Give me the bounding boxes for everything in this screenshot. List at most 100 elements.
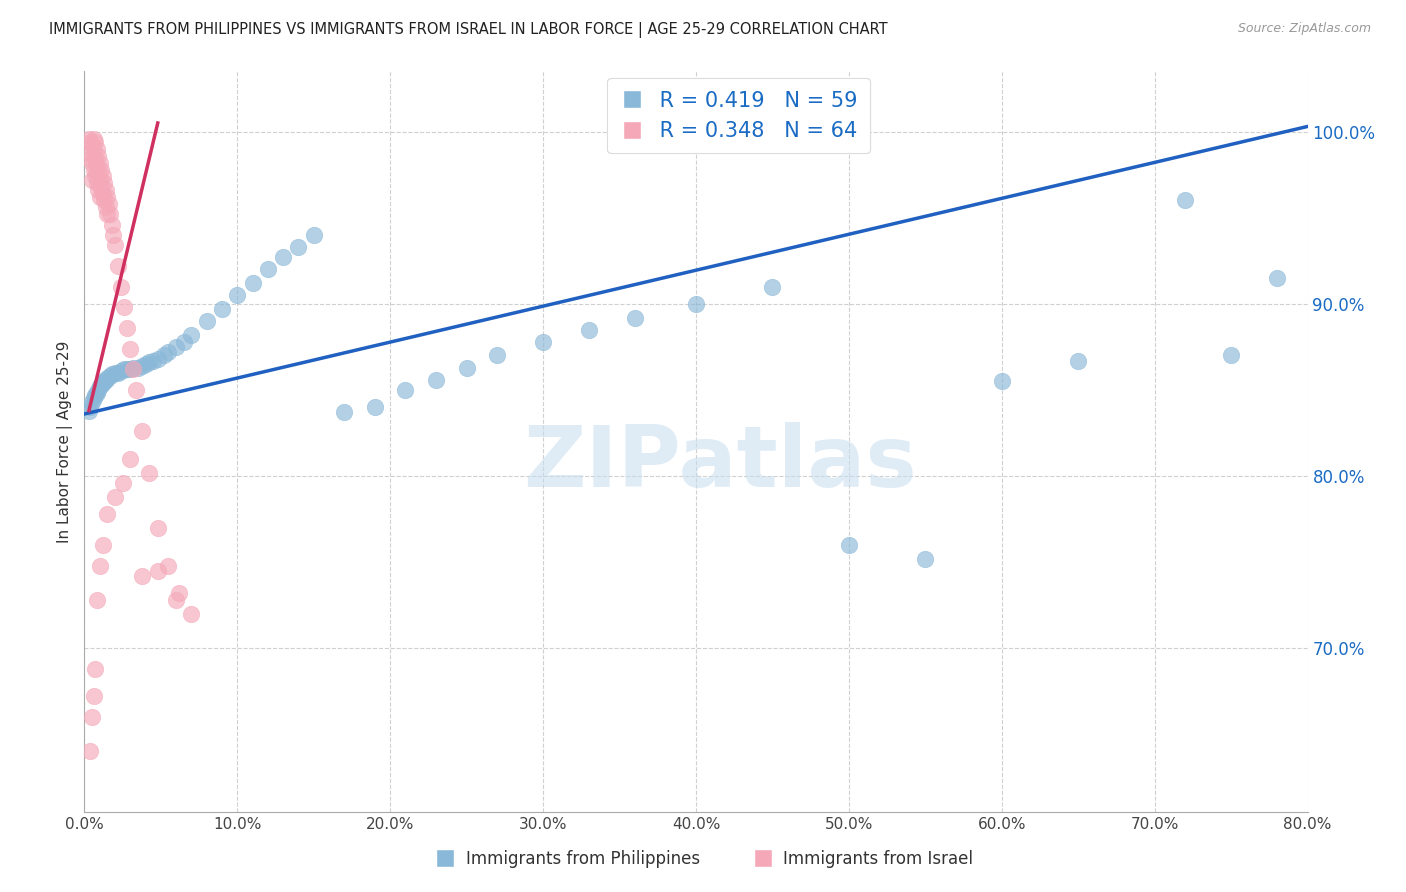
Point: [83, 392, 105, 406]
Point: [80, 710, 103, 724]
Point: [91, 186, 114, 201]
Legend: Immigrants from Philippines, Immigrants from Israel: Immigrants from Philippines, Immigrants …: [426, 844, 980, 875]
Point: [94, 183, 117, 197]
Point: [87, 383, 110, 397]
Point: [80, 138, 103, 153]
Point: [1174, 194, 1197, 208]
Point: [110, 279, 132, 293]
Point: [79, 744, 101, 758]
Point: [87, 183, 110, 197]
Point: [84, 152, 107, 166]
Point: [77, 145, 100, 160]
Point: [122, 362, 145, 376]
Point: [146, 564, 169, 578]
Point: [91, 169, 114, 184]
Point: [287, 240, 309, 254]
Point: [80, 173, 103, 187]
Point: [914, 551, 936, 566]
Point: [257, 262, 280, 277]
Point: [91, 376, 114, 390]
Text: ZIPatlas: ZIPatlas: [523, 422, 917, 505]
Point: [89, 558, 111, 573]
Point: [87, 149, 110, 163]
Point: [89, 173, 111, 187]
Point: [685, 297, 707, 311]
Point: [333, 405, 356, 419]
Point: [89, 379, 111, 393]
Point: [107, 366, 129, 380]
Point: [125, 383, 148, 397]
Point: [131, 424, 153, 438]
Point: [120, 451, 142, 466]
Point: [271, 250, 294, 264]
Point: [93, 374, 115, 388]
Point: [761, 279, 783, 293]
Point: [180, 607, 202, 621]
Point: [131, 569, 153, 583]
Point: [146, 521, 169, 535]
Point: [89, 155, 111, 169]
Point: [84, 135, 107, 149]
Point: [93, 194, 115, 208]
Point: [991, 374, 1014, 388]
Point: [157, 345, 180, 359]
Point: [86, 386, 108, 401]
Point: [167, 586, 190, 600]
Point: [79, 152, 101, 166]
Point: [86, 159, 108, 173]
Point: [79, 135, 101, 149]
Point: [142, 353, 165, 368]
Point: [180, 327, 202, 342]
Point: [84, 662, 107, 676]
Point: [104, 490, 127, 504]
Point: [96, 507, 118, 521]
Point: [101, 218, 124, 232]
Point: [103, 227, 125, 242]
Point: [1265, 271, 1288, 285]
Point: [80, 155, 103, 169]
Point: [486, 348, 509, 362]
Point: [87, 166, 110, 180]
Point: [195, 314, 218, 328]
Point: [98, 207, 121, 221]
Point: [1220, 348, 1243, 362]
Y-axis label: In Labor Force | Age 25-29: In Labor Force | Age 25-29: [58, 341, 73, 542]
Text: Source: ZipAtlas.com: Source: ZipAtlas.com: [1237, 22, 1371, 36]
Point: [104, 238, 127, 252]
Point: [624, 310, 647, 325]
Point: [138, 466, 160, 480]
Point: [135, 357, 157, 371]
Point: [425, 373, 447, 387]
Point: [83, 690, 105, 704]
Point: [122, 360, 145, 375]
Point: [112, 300, 135, 314]
Point: [93, 176, 115, 190]
Point: [138, 355, 160, 369]
Point: [115, 362, 138, 376]
Point: [111, 475, 134, 490]
Legend:  R = 0.419   N = 59,  R = 0.348   N = 64: R = 0.419 N = 59, R = 0.348 N = 64: [607, 78, 870, 153]
Point: [211, 301, 233, 316]
Point: [80, 395, 103, 409]
Point: [578, 323, 600, 337]
Point: [1067, 353, 1090, 368]
Point: [107, 259, 129, 273]
Point: [146, 351, 169, 366]
Point: [153, 348, 176, 362]
Point: [364, 400, 387, 414]
Point: [120, 362, 142, 376]
Point: [120, 342, 142, 356]
Point: [173, 334, 195, 349]
Point: [96, 190, 118, 204]
Point: [90, 179, 112, 194]
Point: [112, 362, 135, 376]
Point: [104, 366, 127, 380]
Point: [127, 360, 149, 375]
Point: [84, 169, 107, 184]
Point: [90, 377, 112, 392]
Point: [98, 369, 121, 384]
Point: [394, 383, 416, 397]
Point: [86, 593, 108, 607]
Point: [302, 227, 325, 242]
Point: [97, 197, 120, 211]
